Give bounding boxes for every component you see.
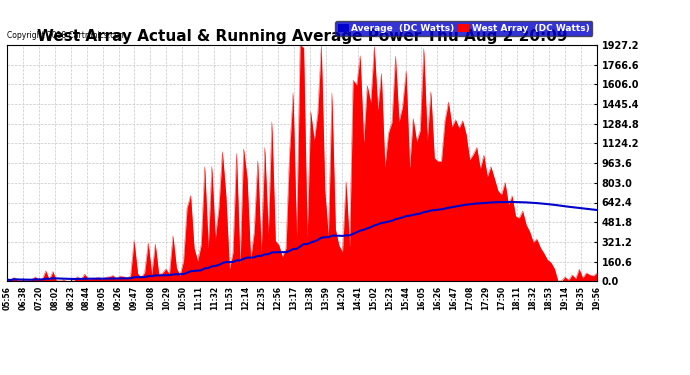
Title: West Array Actual & Running Average Power Thu Aug 2 20:09: West Array Actual & Running Average Powe…	[37, 29, 567, 44]
Legend: Average  (DC Watts), West Array  (DC Watts): Average (DC Watts), West Array (DC Watts…	[335, 21, 592, 36]
Text: Copyright 2018 Cartronics.com: Copyright 2018 Cartronics.com	[7, 31, 126, 40]
